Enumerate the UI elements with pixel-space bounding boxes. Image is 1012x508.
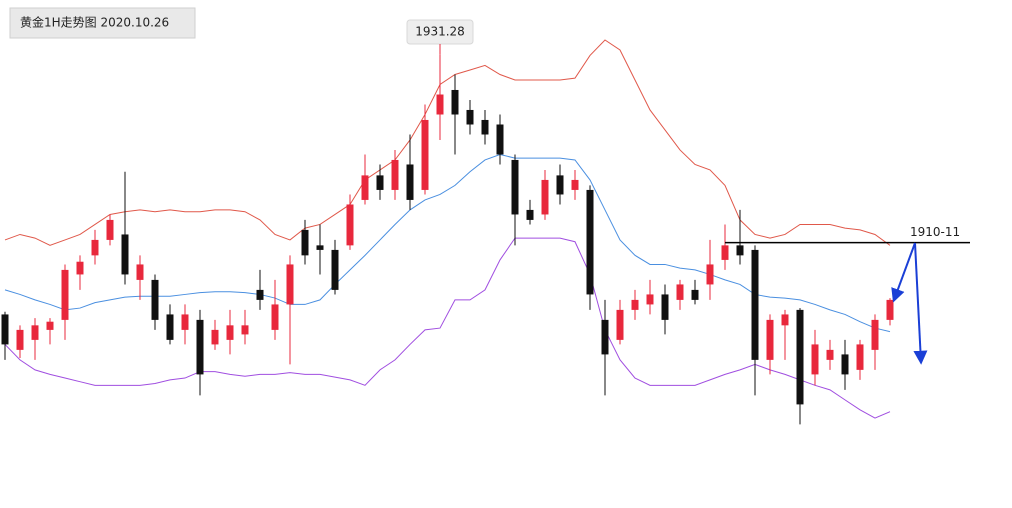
candle-body [751,249,759,360]
candle-body [331,249,339,290]
arrow [891,242,916,303]
candle-body [166,314,174,340]
candle-body [256,289,264,300]
candle-body [691,289,699,300]
candle-body [391,159,399,190]
candle-body [511,159,519,215]
candle-body [526,209,534,220]
candle-body [301,229,309,256]
candle-body [106,219,114,240]
candle-body [676,284,684,300]
candle-body [181,314,189,330]
candle-body [781,314,789,326]
candle-body [616,309,624,340]
candle-body [811,344,819,375]
candle-body [466,109,474,125]
candle-body [61,269,69,320]
peak-label: 1931.28 [415,25,465,39]
candle-body [496,124,504,155]
candle-body [121,234,129,275]
candle-body [406,164,414,200]
candle-body [211,329,219,345]
candle-body [91,239,99,256]
level-label: 1910-11 [910,225,960,239]
candle-body [361,175,369,200]
candle-body [76,261,84,275]
candle-body [586,189,594,295]
candle-body [286,264,294,305]
candle-body [601,319,609,355]
candle-body [841,354,849,375]
candle-body [556,175,564,195]
candle-body [196,319,204,375]
candle-body [421,119,429,190]
candle-body [346,204,354,246]
title-box [9,7,196,39]
candle-body [436,94,444,115]
candle-body [631,299,639,310]
band-line [4,39,891,246]
candle-body [376,175,384,190]
candle-body [856,344,864,370]
candle-body [226,325,234,340]
candle-body [481,119,489,135]
plot: 1931.28 1910-11 [1,19,970,425]
candle-body [706,264,714,285]
candle-body [31,325,39,340]
candle-body [826,349,834,360]
candle-body [151,279,159,320]
candle-body [571,179,579,190]
candle-body [661,294,669,320]
chart-title: 黄金1H走势图 2020.10.26 [20,15,169,30]
candle-body [316,245,324,250]
candle-body [241,325,249,335]
candle-body [271,304,279,330]
candle-body [736,245,744,256]
candle-body [766,319,774,360]
band-line [4,237,891,419]
candle-body [646,294,654,305]
candle-body [16,329,24,350]
candle-body [46,321,54,330]
candle-body [886,299,894,320]
candle-body [1,314,9,345]
candle-body [541,179,549,215]
candle-body [721,245,729,260]
candle-body [136,264,144,280]
candle-body [871,319,879,350]
candle-body [796,309,804,405]
candle-body [451,89,459,115]
arrow [913,242,928,365]
